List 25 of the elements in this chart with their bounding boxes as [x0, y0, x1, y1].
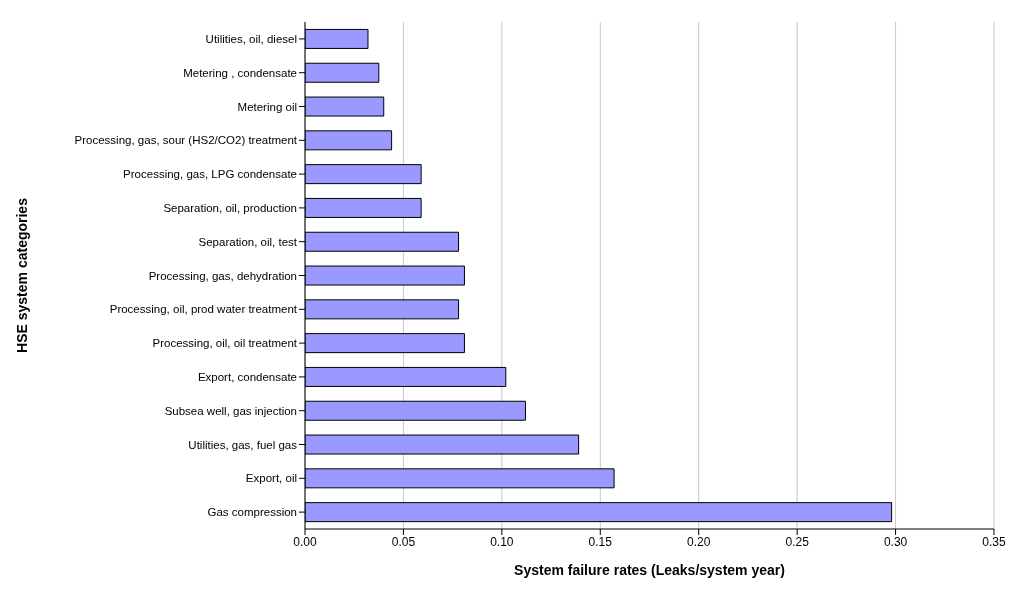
y-tick-label: Processing, gas, LPG condensate: [123, 168, 297, 181]
x-tick-label: 0.05: [391, 534, 416, 549]
x-tick-label: 0.00: [293, 534, 317, 549]
y-tick-label: Utilities, oil, diesel: [205, 32, 297, 45]
x-tick-label: 0.35: [982, 534, 1006, 549]
y-tick-label: Processing, gas, sour (HS2/CO2) treatment: [74, 134, 298, 147]
y-tick-label: Processing, oil, oil treatment: [152, 337, 298, 350]
y-tick-label: Metering , condensate: [183, 66, 297, 79]
y-tick-label: Gas compression: [207, 506, 297, 519]
y-tick-label: Export, condensate: [197, 370, 297, 383]
y-tick-label: Export, oil: [245, 472, 297, 485]
y-tick-label: Processing, gas, dehydration: [148, 269, 297, 282]
x-tick-label: 0.20: [687, 534, 711, 549]
y-tick-label: Metering oil: [237, 100, 297, 113]
x-tick-label: 0.25: [785, 534, 810, 549]
y-tick-label: Separation, oil, test: [198, 235, 298, 248]
y-tick-label: Processing, oil, prod water treatment: [109, 303, 298, 316]
x-axis-title: System failure rates (Leaks/system year): [514, 562, 785, 578]
x-tick-label: 0.30: [883, 534, 908, 549]
y-tick-label: Separation, oil, production: [163, 201, 297, 214]
x-tick-label: 0.15: [588, 534, 613, 549]
y-tick-label: Subsea well, gas injection: [164, 404, 297, 417]
x-tick-label: 0.10: [490, 534, 514, 549]
y-axis-title: HSE system categories: [13, 197, 30, 353]
y-tick-label: Utilities, gas, fuel gas: [188, 438, 298, 451]
